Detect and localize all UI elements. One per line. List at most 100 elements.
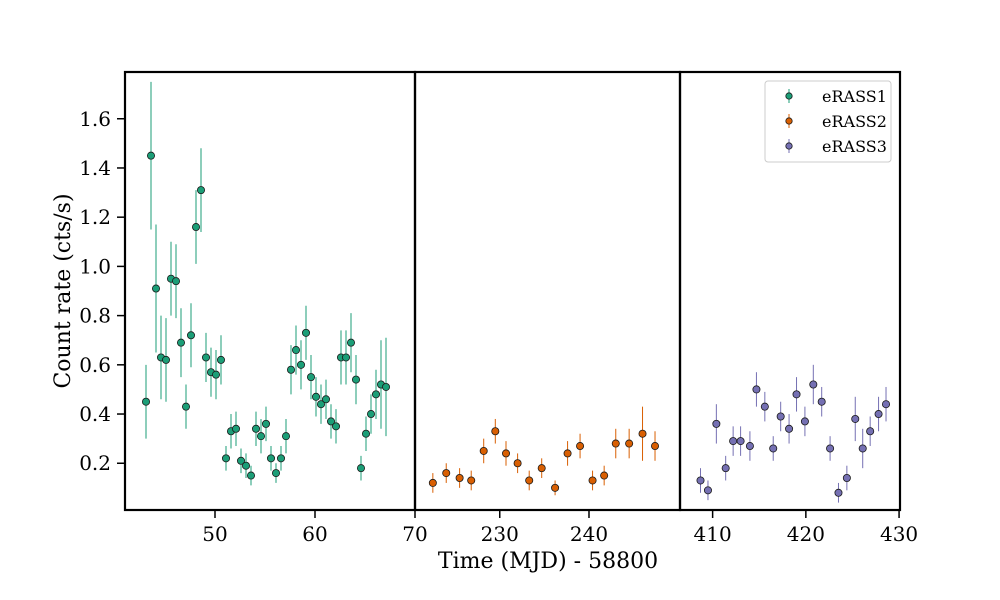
data-point [271,469,280,478]
data-point [176,338,185,347]
legend-label: eRASS2 [822,112,887,131]
data-point [346,338,355,347]
y-tick-label: 1.0 [79,254,111,278]
data-point [785,424,794,433]
data-point [866,427,875,436]
legend-marker [785,142,793,150]
data-point [600,471,609,480]
legend-item: eRASS1 [785,87,887,106]
data-point [551,483,560,492]
legend-label: eRASS3 [822,137,887,156]
data-point [760,402,769,411]
data-point [611,439,620,448]
x-tick-label: 430 [880,522,918,546]
data-point [356,464,365,473]
legend-box [764,80,892,163]
data-point [625,439,634,448]
data-point [316,400,325,409]
data-point [858,444,867,453]
data-point [381,382,390,391]
data-point [736,437,745,446]
data-point [455,474,464,483]
data-point [186,331,195,340]
data-point [874,410,883,419]
panel-2: 230 240 [413,70,682,546]
legend-item: eRASS3 [785,137,887,156]
legend: eRASS1 eRASS2 eRASS3 [764,80,892,163]
data-point [331,422,340,431]
y-tick-label: 0.4 [79,402,111,426]
data-point [231,424,240,433]
data-point [576,442,585,451]
data-point [266,454,275,463]
data-point [366,410,375,419]
data-point [721,464,730,473]
x-tick-label: 420 [787,522,825,546]
data-point [792,390,801,399]
legend-marker [785,117,793,125]
data-point [729,437,738,446]
data-point [638,429,647,438]
legend-label: eRASS1 [822,87,887,106]
data-point [196,186,205,195]
legend-item: eRASS2 [785,112,887,131]
panels-layer: 50 60 70 230 240 410 420 430 0.2 0.4 0.6 0.8 1.0 1.2 1… [79,70,918,546]
data-point [537,464,546,473]
data-point [513,459,522,468]
data-point [291,346,300,355]
data-point [776,412,785,421]
data-point [428,478,437,487]
data-point [161,355,170,364]
data-point [817,397,826,406]
data-point [211,370,220,379]
data-point [826,444,835,453]
legend-marker [785,92,793,100]
data-point [769,444,778,453]
data-point [696,476,705,485]
data-point [479,446,488,455]
data-point [502,449,511,458]
x-tick-label: 230 [481,522,519,546]
data-point [712,419,721,428]
data-point [351,375,360,384]
y-tick-label: 0.6 [79,353,111,377]
data-point [141,397,150,406]
data-point [491,427,500,436]
data-point [276,454,285,463]
data-point [261,419,270,428]
y-tick-label: 1.2 [79,205,111,229]
data-point [311,392,320,401]
data-point [146,151,155,160]
data-point [216,355,225,364]
data-point [563,449,572,458]
y-axis-label: Count rate (cts/s) [51,193,76,388]
data-point [467,476,476,485]
panel-3: 410 420 430 [678,70,918,546]
data-point [281,432,290,441]
x-tick-label: 50 [202,522,227,546]
data-point [286,365,295,374]
y-tick-label: 1.4 [79,156,111,180]
data-point [525,476,534,485]
x-tick-label: 70 [402,522,427,546]
y-tick-label: 0.2 [79,451,111,475]
data-point [236,456,245,465]
data-point [151,284,160,293]
data-point [651,442,660,451]
data-point [306,373,315,382]
data-point [882,400,891,409]
data-point [181,402,190,411]
data-point [834,488,843,497]
series-eRASS2 [428,406,660,496]
y-axis: 0.2 0.4 0.6 0.8 1.0 1.2 1.4 1.6 [79,107,125,475]
panel-frame [678,70,902,512]
data-point [341,353,350,362]
panel-frame [123,70,417,512]
panel-frame [413,70,682,512]
data-point [326,417,335,426]
data-point [251,424,260,433]
data-point [256,432,265,441]
x-tick-label: 410 [694,522,732,546]
data-point [371,390,380,399]
data-point [221,454,230,463]
